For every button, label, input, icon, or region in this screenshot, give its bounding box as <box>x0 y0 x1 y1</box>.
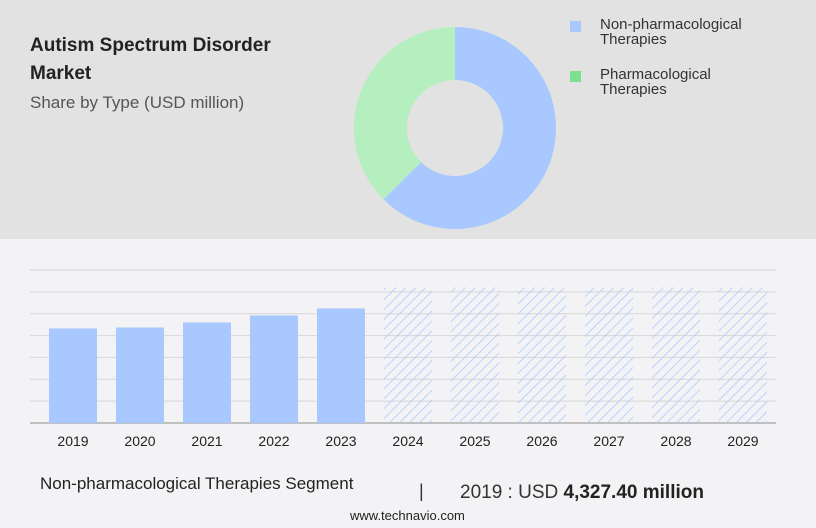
legend-swatch <box>570 21 581 32</box>
forecast-bar-2025 <box>451 287 499 423</box>
bar-2021 <box>183 322 231 423</box>
segment-value: 2019 : USD 4,327.40 million <box>460 482 704 504</box>
x-tick-label: 2023 <box>325 433 356 449</box>
bar-2019 <box>49 328 97 423</box>
forecast-bar-2028 <box>652 287 700 423</box>
legend-label: Non-pharmacological Therapies <box>600 16 742 48</box>
x-tick-label: 2028 <box>660 433 691 449</box>
forecast-bar-2027 <box>585 287 633 423</box>
x-tick-label: 2021 <box>191 433 222 449</box>
x-tick-label: 2020 <box>124 433 155 449</box>
legend-label: Pharmacological Therapies <box>600 66 711 98</box>
x-tick-label: 2019 <box>57 433 88 449</box>
x-tick-label: 2025 <box>459 433 490 449</box>
legend-item-pharma: Pharmacological Therapies <box>570 67 750 97</box>
source-url[interactable]: www.technavio.com <box>350 508 465 523</box>
bar-2020 <box>116 327 164 423</box>
segment-label: Non-pharmacological Therapies Segment <box>40 474 354 493</box>
year-label: 2019 : USD <box>460 482 564 503</box>
x-tick-label: 2022 <box>258 433 289 449</box>
legend-item-non-pharma: Non-pharmacological Therapies <box>570 17 790 47</box>
bar-2023 <box>317 308 365 423</box>
value: 4,327.40 million <box>563 482 704 503</box>
x-tick-label: 2026 <box>526 433 557 449</box>
chart-title: Autism Spectrum Disorder Market <box>30 35 271 84</box>
separator: | <box>419 481 424 501</box>
chart-subtitle: Share by Type (USD million) <box>30 93 245 112</box>
x-tick-label: 2024 <box>392 433 423 449</box>
legend-swatch <box>570 71 581 82</box>
donut-slice-1 <box>353 27 455 200</box>
forecast-bar-2024 <box>384 287 432 423</box>
forecast-bar-2029 <box>719 287 767 423</box>
forecast-bar-2026 <box>518 287 566 423</box>
x-tick-label: 2027 <box>593 433 624 449</box>
donut-slice-0 <box>383 27 556 229</box>
bar-2022 <box>250 315 298 423</box>
x-tick-label: 2029 <box>727 433 758 449</box>
